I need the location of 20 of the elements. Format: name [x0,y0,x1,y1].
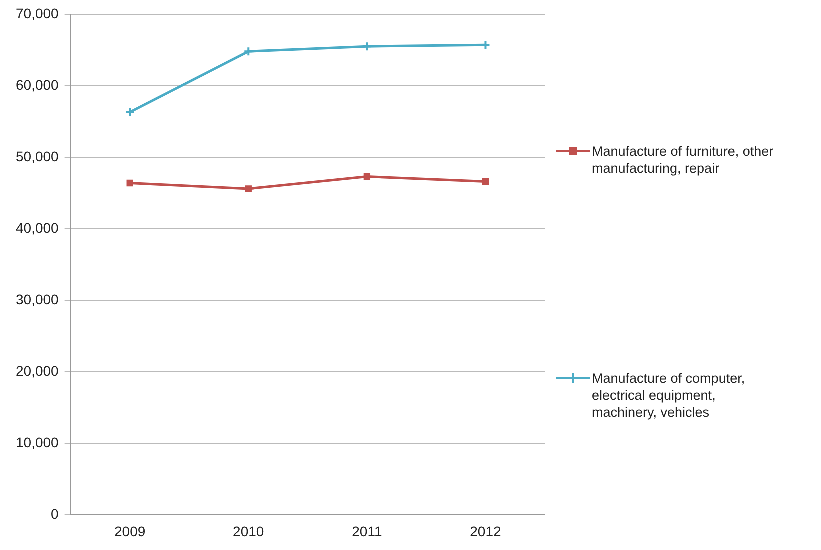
point [245,186,252,192]
y-tick-label: 60,000 [16,76,60,93]
y-tick-label: 20,000 [16,362,60,379]
y-tick-label: 0 [51,506,60,522]
legend-label: Manufacture of computer, electrical equipment, machinery, vehicles [592,370,746,421]
x-tick-label: 2012 [470,523,502,540]
point [126,180,134,187]
x-tick-label: 2010 [233,523,264,540]
point [244,46,254,57]
y-tick-label: 40,000 [16,220,60,236]
point [482,178,490,186]
x-tick-label: 2011 [352,523,382,540]
x-tick-label: 2009 [114,523,146,540]
y-tick-label: 70,000 [16,5,60,22]
y-tick-label: 50,000 [16,148,60,164]
point [362,42,372,52]
y-tick-label: 10,000 [16,434,60,451]
legend-label: Manufacture of furniture, other manufacturing, repair [592,143,775,177]
y-tick-label: 30,000 [16,291,60,308]
point [364,173,371,180]
